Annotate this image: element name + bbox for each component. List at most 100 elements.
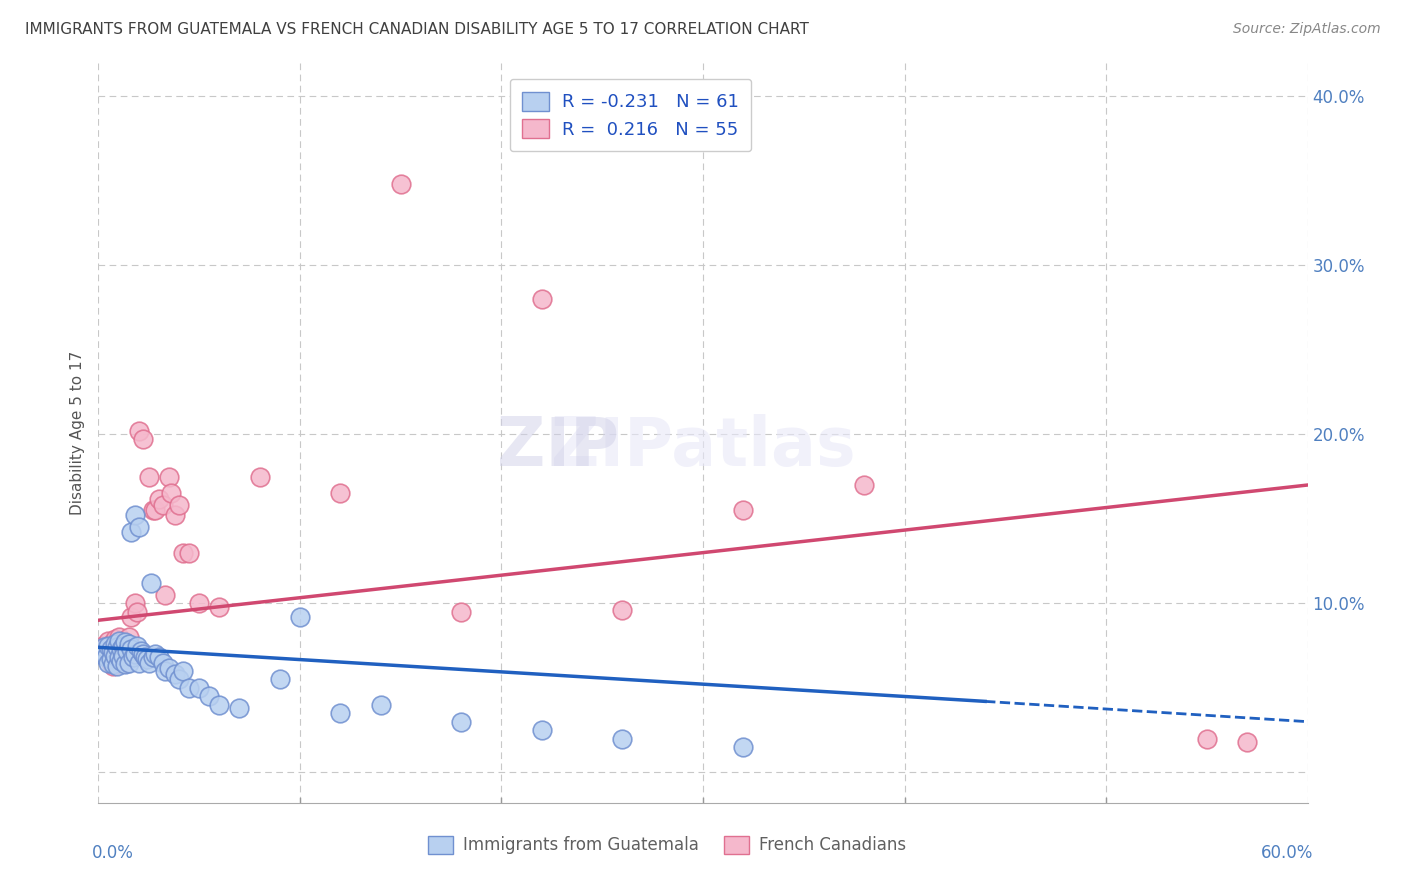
Point (1195, 731, 1218, 746)
Point (132, 647, 155, 661)
Point (152, 498, 174, 512)
Point (143, 503, 166, 517)
Point (733, 503, 755, 517)
Point (172, 546, 194, 560)
Legend: Immigrants from Guatemala, French Canadians: Immigrants from Guatemala, French Canadi… (420, 829, 912, 861)
Point (91, 643, 114, 657)
Point (733, 739, 755, 754)
Point (121, 650, 143, 665)
Point (114, 643, 136, 657)
Point (101, 657, 124, 672)
Point (128, 424, 150, 438)
Point (101, 659, 124, 673)
Point (143, 647, 166, 661)
Y-axis label: Disability Age 5 to 17: Disability Age 5 to 17 (69, 351, 84, 515)
Point (198, 690, 221, 704)
Point (101, 645, 124, 659)
Point (152, 656, 174, 670)
Point (114, 657, 136, 672)
Point (120, 610, 142, 624)
Point (110, 642, 132, 657)
Point (103, 648, 125, 663)
Point (115, 643, 138, 657)
Point (100, 652, 122, 666)
Point (103, 647, 125, 661)
Point (179, 546, 201, 560)
Point (269, 673, 291, 687)
Text: IMMIGRANTS FROM GUATEMALA VS FRENCH CANADIAN DISABILITY AGE 5 TO 17 CORRELATION : IMMIGRANTS FROM GUATEMALA VS FRENCH CANA… (25, 22, 810, 37)
Point (115, 639, 138, 653)
Point (125, 605, 148, 619)
Text: ZIPatlas: ZIPatlas (551, 415, 855, 481)
Point (89, 647, 111, 661)
Point (167, 673, 190, 687)
Point (97, 633, 120, 648)
Point (288, 610, 311, 624)
Point (110, 654, 132, 668)
Point (157, 660, 180, 674)
Point (128, 656, 150, 670)
Point (389, 177, 412, 191)
Point (110, 650, 132, 665)
Point (167, 498, 190, 512)
Point (142, 650, 165, 665)
Point (114, 635, 136, 649)
Point (124, 508, 146, 523)
Point (120, 643, 142, 657)
Point (124, 596, 146, 610)
Point (118, 637, 141, 651)
Point (148, 491, 170, 506)
Point (329, 706, 352, 721)
Point (450, 714, 472, 729)
Point (89, 643, 111, 657)
Point (118, 630, 141, 644)
Point (97, 639, 120, 653)
Point (97, 650, 120, 665)
Point (110, 639, 132, 653)
Point (121, 647, 143, 661)
Text: 60.0%: 60.0% (1261, 844, 1313, 862)
Point (129, 643, 152, 657)
Point (118, 656, 141, 670)
Point (172, 664, 194, 678)
Point (107, 647, 129, 661)
Point (120, 642, 142, 657)
Point (93, 642, 115, 657)
Point (1236, 735, 1258, 749)
Point (853, 478, 876, 492)
Point (93, 640, 115, 655)
Point (105, 656, 128, 670)
Point (124, 647, 146, 661)
Point (157, 469, 180, 483)
Point (120, 525, 142, 540)
Point (100, 637, 122, 651)
Point (107, 650, 129, 665)
Point (105, 640, 128, 655)
Point (530, 292, 553, 306)
Point (249, 469, 271, 483)
Point (139, 576, 162, 591)
Point (103, 637, 125, 651)
Point (128, 520, 150, 534)
Point (148, 650, 170, 665)
Point (91, 639, 114, 653)
Point (153, 664, 176, 678)
Point (96, 647, 118, 661)
Point (100, 656, 122, 670)
Point (97, 656, 120, 670)
Point (188, 681, 211, 695)
Point (125, 639, 148, 653)
Point (208, 698, 231, 712)
Point (329, 486, 352, 500)
Point (101, 640, 124, 655)
Text: ZIP: ZIP (496, 415, 619, 481)
Point (450, 605, 472, 619)
Text: Source: ZipAtlas.com: Source: ZipAtlas.com (1233, 22, 1381, 37)
Point (163, 667, 186, 681)
Point (153, 588, 176, 602)
Point (138, 469, 160, 483)
Point (134, 650, 156, 665)
Point (111, 648, 134, 663)
Point (132, 433, 155, 447)
Point (107, 630, 129, 644)
